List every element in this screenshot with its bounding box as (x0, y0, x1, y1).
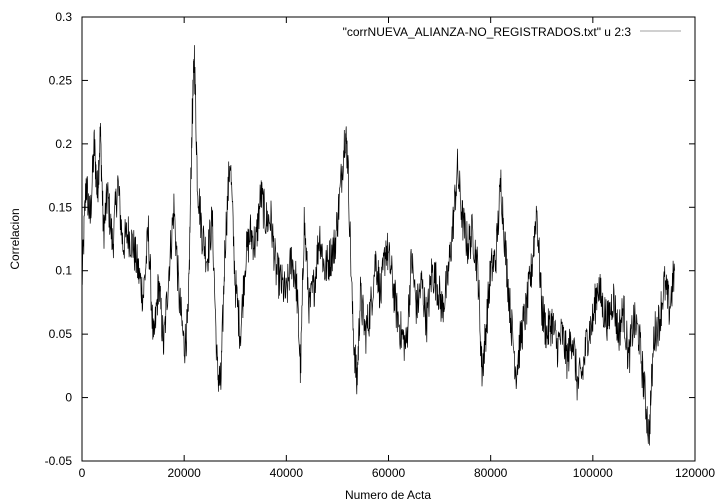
y-tick-label: 0.25 (49, 73, 73, 87)
y-tick-label: 0.05 (49, 327, 73, 341)
x-tick-label: 120000 (675, 466, 715, 480)
x-tick-label: 0 (79, 466, 86, 480)
legend: "corrNUEVA_ALIANZA-NO_REGISTRADOS.txt" u… (343, 25, 681, 39)
x-tick-label: 60000 (372, 466, 406, 480)
tick-marks (81, 16, 696, 462)
y-tick-label: 0.15 (49, 200, 73, 214)
x-tick-label: 100000 (573, 466, 613, 480)
x-axis-label: Numero de Acta (345, 488, 431, 502)
y-tick-label: 0.3 (55, 10, 72, 24)
tick-labels: 0 20000 40000 60000 80000 100000 120000 -0.05 0 0… (45, 10, 716, 480)
series-line (81, 45, 675, 446)
x-tick-label: 40000 (270, 466, 304, 480)
plot-frame (81, 16, 696, 462)
x-tick-label: 20000 (167, 466, 201, 480)
y-tick-label: -0.05 (45, 454, 73, 468)
y-axis-label: Correlacion (8, 208, 22, 269)
y-tick-label: 0.2 (55, 137, 72, 151)
legend-label: "corrNUEVA_ALIANZA-NO_REGISTRADOS.txt" u… (343, 25, 632, 39)
y-tick-label: 0.1 (55, 264, 72, 278)
x-tick-label: 80000 (474, 466, 508, 480)
y-tick-label: 0 (65, 391, 72, 405)
plot-area (81, 16, 696, 462)
